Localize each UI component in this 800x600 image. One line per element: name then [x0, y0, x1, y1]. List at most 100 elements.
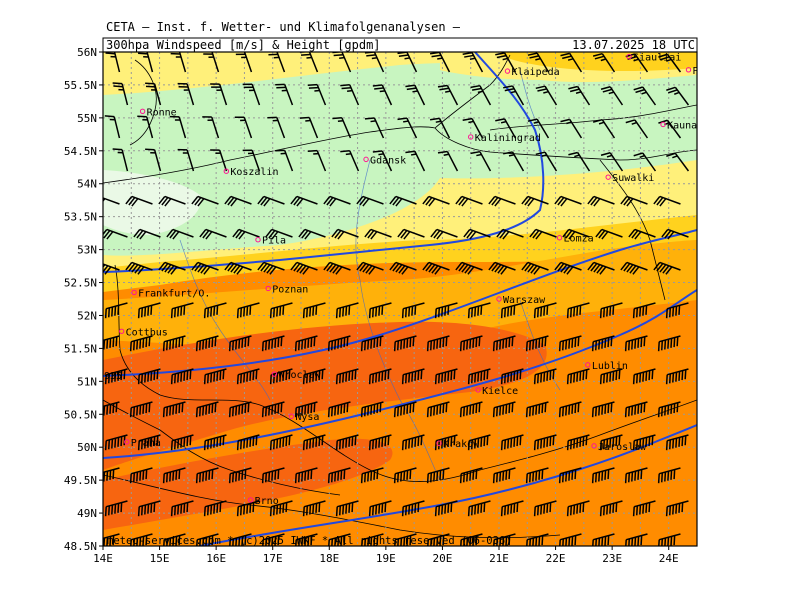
- wind-barb: [632, 368, 656, 385]
- wind-barb: [437, 84, 459, 106]
- wind-barb: [488, 195, 516, 207]
- city-label: Frankfurt/O.: [138, 288, 210, 299]
- wind-barb: [196, 533, 219, 546]
- wind-barb: [625, 119, 649, 139]
- lon-tick-label: 22E: [546, 552, 566, 565]
- city-marker: [626, 53, 632, 60]
- city-label: Poznan: [272, 284, 308, 295]
- wind-barb: [434, 368, 458, 385]
- wind-barb: [331, 228, 359, 240]
- wind-barb: [236, 368, 260, 385]
- lat-tick-label: 56N: [77, 46, 97, 59]
- wind-barb: [632, 302, 656, 319]
- city-marker: [139, 108, 146, 114]
- wind-barb: [467, 368, 491, 385]
- lon-tick-label: 15E: [150, 552, 170, 565]
- wind-barb: [195, 335, 219, 352]
- wind-barb: [169, 115, 187, 139]
- city-label: Pila: [262, 236, 286, 247]
- wind-barb: [470, 150, 492, 172]
- wind-barb: [103, 401, 120, 416]
- city-label: Suwalki: [612, 173, 654, 184]
- wind-barb: [133, 228, 161, 240]
- wind-barb: [210, 149, 228, 172]
- lon-tick-label: 23E: [602, 552, 622, 565]
- wind-barb: [294, 335, 318, 352]
- wind-barb: [234, 52, 253, 73]
- wind-barb: [566, 500, 590, 517]
- wind-barb: [625, 533, 648, 546]
- city-marker: [363, 156, 369, 163]
- wind-barb: [162, 335, 186, 352]
- wind-barb: [599, 368, 623, 385]
- wind-barb: [275, 149, 294, 172]
- wind-barb: [364, 52, 385, 73]
- wind-barb: [232, 228, 260, 240]
- wind-barb: [455, 195, 483, 207]
- city-marker: [685, 67, 692, 73]
- wind-barb: [525, 401, 549, 418]
- city-marker: [223, 168, 230, 174]
- wind-barb: [533, 302, 557, 319]
- wind-barb: [661, 228, 689, 240]
- longitude-ticks: 14E 15E 16E 17E 18E 19E 20E 21E 22E 23E 24E: [93, 546, 679, 565]
- wind-barb: [103, 197, 120, 205]
- city-marker: [605, 174, 611, 180]
- wind-barb: [368, 302, 392, 319]
- wind-barb: [558, 401, 582, 418]
- contour-south: [199, 424, 697, 546]
- wind-barb: [554, 195, 582, 207]
- wind-barb: [568, 85, 591, 106]
- wind-barb: [591, 467, 615, 484]
- wind-barb: [294, 467, 318, 484]
- wind-barb: [437, 150, 459, 172]
- wind-barb: [158, 195, 186, 207]
- wind-barb: [560, 118, 583, 139]
- contour-935: [103, 229, 697, 377]
- contour-label: 935: [104, 371, 122, 382]
- wind-barb: [335, 368, 359, 385]
- wind-barb: [236, 302, 260, 319]
- city-marker: [591, 443, 597, 449]
- wind-barb: [527, 118, 550, 139]
- city-label: Gdansk: [370, 155, 406, 166]
- wind-barb: [657, 467, 681, 484]
- wind-barb: [525, 467, 549, 484]
- wind-barb: [559, 533, 582, 546]
- city-marker: [271, 371, 278, 377]
- wind-barb: [393, 335, 417, 352]
- wind-barb: [294, 401, 318, 418]
- wind-barb: [389, 261, 417, 275]
- wind-barb: [267, 52, 286, 73]
- wind-barb: [170, 368, 194, 385]
- wind-barb: [397, 117, 418, 139]
- city-marker: [660, 121, 666, 128]
- wind-barb: [129, 401, 153, 418]
- wind-barb: [203, 434, 227, 451]
- wind-barb: [587, 261, 615, 275]
- wind-barb: [462, 117, 484, 139]
- wind-barb: [327, 467, 351, 484]
- wind-barb: [405, 150, 426, 172]
- wind-barb: [488, 261, 516, 275]
- wind-barb: [632, 434, 656, 451]
- wind-barb: [323, 261, 351, 275]
- city-label: Kaliningrad: [475, 133, 541, 144]
- wind-barb: [269, 368, 293, 385]
- wind-barb: [397, 228, 425, 240]
- wind-barb: [104, 500, 128, 517]
- wind-barb: [624, 467, 648, 484]
- wind-barb: [269, 500, 293, 517]
- wind-barb: [401, 368, 425, 385]
- wind-barb: [653, 261, 681, 275]
- wind-barb: [302, 434, 326, 451]
- wind-barb: [202, 116, 220, 139]
- wind-barb: [562, 228, 590, 240]
- wind-barb: [360, 335, 384, 352]
- chart-subtitle: 300hpa Windspeed [m/s] & Height [gpdm]: [106, 38, 381, 52]
- wind-barb: [460, 533, 483, 546]
- wind-barb: [269, 434, 293, 451]
- wind-barb: [327, 401, 351, 418]
- wind-barb: [340, 84, 360, 106]
